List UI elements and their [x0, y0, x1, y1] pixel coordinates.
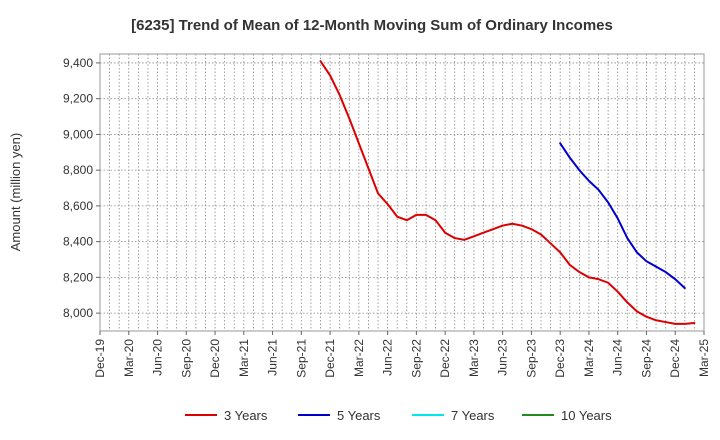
x-tick-label: Jun-24 [611, 339, 625, 376]
legend-label: 3 Years [224, 408, 268, 423]
x-tick-label: Sep-20 [179, 339, 193, 378]
series-line [559, 142, 686, 290]
y-tick-label: 8,600 [63, 199, 93, 213]
grid-layer [100, 54, 704, 331]
legend-label: 10 Years [561, 408, 612, 423]
x-axis-ticks: Dec-19 Mar-20 Jun-20 Sep-20 Dec-20 Mar-21 Jun-… [93, 331, 711, 378]
y-tick-label: 8,200 [63, 270, 93, 284]
legend-label: 5 Years [337, 408, 381, 423]
x-tick-label: Jun-23 [496, 339, 510, 376]
x-tick-label: Sep-23 [524, 339, 538, 378]
x-tick-label: Sep-21 [294, 339, 308, 378]
y-axis-label: Amount (million yen) [8, 133, 23, 252]
x-tick-label: Jun-22 [381, 339, 395, 376]
y-tick-label: 9,400 [63, 56, 93, 70]
x-tick-label: Dec-19 [93, 339, 107, 378]
y-tick-label: 9,000 [63, 127, 93, 141]
plot-area [99, 53, 705, 332]
y-tick-label: 9,200 [63, 92, 93, 106]
chart-title: [6235] Trend of Mean of 12-Month Moving … [131, 17, 613, 34]
x-tick-label: Mar-22 [352, 339, 366, 377]
y-tick-label: 8,800 [63, 163, 93, 177]
x-tick-label: Sep-22 [409, 339, 423, 378]
x-tick-label: Dec-22 [438, 339, 452, 378]
x-tick-label: Sep-24 [639, 339, 653, 378]
x-tick-label: Mar-20 [122, 339, 136, 377]
x-tick-label: Mar-25 [697, 339, 711, 377]
x-tick-label: Jun-20 [151, 339, 165, 376]
series-layer [319, 60, 696, 325]
x-tick-label: Mar-24 [582, 339, 596, 377]
x-tick-label: Dec-21 [323, 339, 337, 378]
y-tick-label: 8,400 [63, 235, 93, 249]
series-line [319, 60, 696, 325]
x-tick-label: Mar-21 [237, 339, 251, 377]
x-tick-label: Dec-24 [668, 339, 682, 378]
x-tick-label: Dec-20 [208, 339, 222, 378]
y-axis-ticks: 8,000 8,200 8,400 8,600 8,800 9,000 9,200 9,400 [63, 56, 100, 320]
legend-label: 7 Years [451, 408, 495, 423]
y-tick-label: 8,000 [63, 306, 93, 320]
x-tick-label: Dec-23 [553, 339, 567, 378]
x-tick-label: Jun-21 [266, 339, 280, 376]
x-tick-label: Mar-23 [467, 339, 481, 377]
legend: 3 Years 5 Years 7 Years 10 Years [185, 408, 612, 423]
